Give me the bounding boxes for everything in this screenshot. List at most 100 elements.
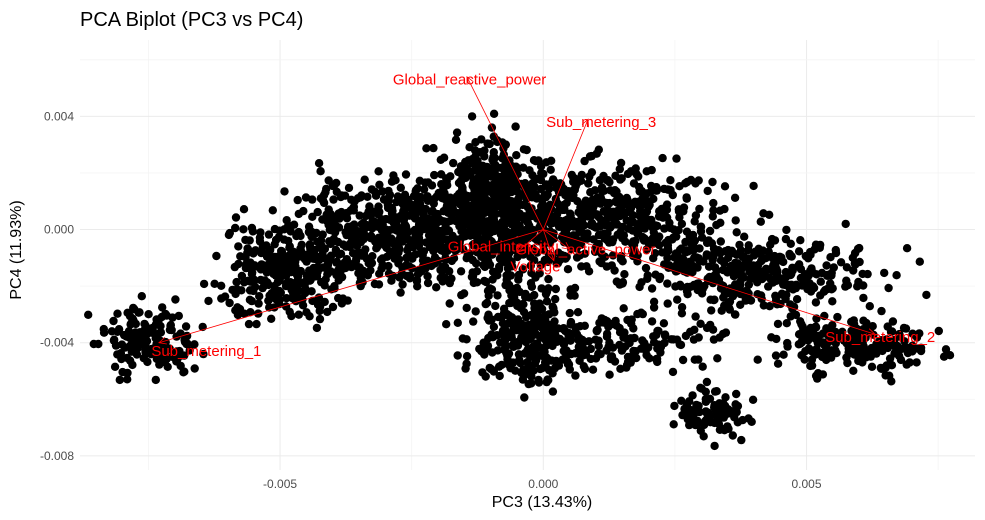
data-point: [148, 325, 157, 334]
data-point: [360, 231, 370, 240]
data-point: [451, 135, 461, 144]
data-point: [544, 274, 553, 284]
data-point: [644, 202, 653, 212]
data-point: [615, 340, 624, 350]
data-point: [126, 340, 136, 349]
data-point: [525, 188, 534, 197]
data-point: [163, 362, 172, 371]
data-point: [519, 163, 528, 172]
data-point: [442, 242, 452, 252]
data-point: [564, 360, 574, 369]
data-point: [245, 236, 254, 245]
data-point: [631, 164, 640, 173]
data-point: [859, 293, 868, 303]
data-point: [736, 277, 745, 287]
data-point: [154, 337, 163, 346]
data-point: [699, 420, 709, 430]
data-point: [585, 172, 594, 181]
data-point: [397, 198, 407, 208]
data-point: [402, 233, 412, 243]
data-point: [370, 279, 380, 289]
data-point: [453, 351, 462, 360]
data-point: [530, 359, 540, 368]
data-point: [115, 375, 125, 385]
data-point: [395, 224, 404, 234]
data-point: [905, 358, 914, 367]
data-point: [491, 202, 501, 211]
data-point: [635, 282, 644, 292]
loading-arrows: Global_reactive_power Sub_metering_3 Sub_m…: [151, 72, 935, 361]
data-point: [531, 157, 540, 166]
data-point: [618, 222, 627, 232]
data-point: [150, 348, 159, 358]
data-point: [430, 253, 440, 262]
data-point: [679, 203, 689, 212]
data-point: [615, 280, 624, 289]
data-point: [553, 217, 563, 226]
data-point: [661, 203, 670, 212]
data-point: [677, 219, 687, 229]
data-point: [573, 197, 582, 206]
data-point: [367, 258, 377, 268]
data-point: [333, 237, 343, 247]
data-point: [344, 183, 354, 193]
data-point: [548, 177, 557, 187]
data-point: [457, 195, 467, 205]
data-point: [499, 205, 509, 214]
data-point: [628, 226, 637, 235]
data-point: [591, 354, 601, 363]
data-point: [758, 274, 767, 284]
data-point: [136, 328, 145, 337]
data-point: [328, 302, 338, 312]
data-point: [452, 128, 462, 137]
data-point: [477, 135, 486, 144]
data-point: [312, 323, 322, 333]
data-point: [666, 176, 675, 185]
data-point: [544, 184, 554, 193]
data-point: [871, 346, 880, 356]
data-point: [332, 271, 341, 280]
data-point: [642, 167, 651, 176]
data-point: [698, 362, 707, 371]
data-point: [756, 217, 765, 226]
data-point: [312, 271, 321, 280]
data-point: [670, 401, 679, 411]
data-point: [514, 350, 524, 359]
data-point: [313, 263, 322, 272]
data-point: [487, 123, 497, 132]
data-point: [489, 190, 498, 199]
data-point: [915, 257, 924, 266]
y-axis-title: PC4 (11.93%): [8, 200, 25, 299]
data-point: [539, 239, 549, 248]
data-point: [142, 349, 151, 358]
data-point: [690, 355, 699, 364]
data-point: [305, 312, 314, 321]
data-point: [239, 205, 249, 214]
data-point: [282, 279, 291, 288]
data-point: [415, 229, 424, 238]
data-point: [586, 221, 595, 230]
data-point: [690, 217, 699, 226]
loading-arrow: [158, 229, 544, 344]
data-point: [697, 289, 707, 298]
data-point: [682, 287, 692, 296]
data-point: [331, 221, 341, 231]
data-point: [811, 298, 821, 307]
data-point: [419, 261, 428, 270]
data-point: [620, 270, 629, 279]
data-point: [525, 329, 535, 338]
data-point: [531, 343, 540, 352]
data-point: [244, 319, 254, 329]
data-point: [579, 362, 588, 371]
data-point: [378, 254, 387, 263]
data-point: [887, 361, 897, 370]
data-point: [144, 310, 153, 319]
data-point: [660, 331, 670, 340]
data-point: [886, 327, 896, 337]
data-point: [481, 372, 490, 381]
data-point: [257, 247, 267, 256]
data-point: [462, 359, 471, 368]
data-point: [360, 175, 369, 184]
data-point: [709, 335, 719, 344]
data-point: [300, 254, 309, 264]
